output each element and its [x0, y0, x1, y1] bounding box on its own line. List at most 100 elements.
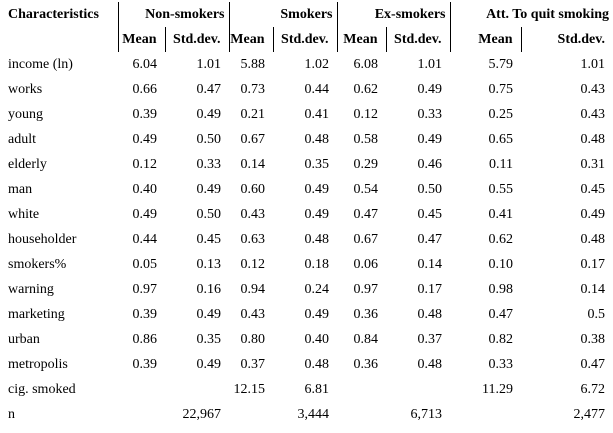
cell: 0.43 [240, 207, 266, 222]
table-row: adult 0.49 0.50 0.67 0.48 0.58 0.49 0.65… [0, 127, 613, 152]
cell: 0.48 [417, 357, 443, 372]
mean-header-att-to-quit: Mean [450, 27, 522, 52]
cell: 0.45 [417, 207, 443, 222]
cell: 0.36 [353, 357, 379, 372]
table-row: cig. smoked 12.15 6.81 11.29 6.72 [0, 377, 613, 402]
group-header-smokers: Smokers [229, 2, 338, 27]
cell: 0.62 [488, 232, 514, 247]
cell: 0.97 [353, 282, 379, 297]
corner-empty [0, 27, 119, 52]
cell: 0.17 [580, 257, 606, 272]
cell: 0.39 [132, 307, 158, 322]
row-label: works [8, 82, 43, 97]
cell: 22,967 [182, 407, 222, 422]
cell: 0.94 [240, 282, 266, 297]
cell: 0.60 [240, 182, 266, 197]
cell: 0.49 [417, 82, 443, 97]
cell: 0.49 [196, 307, 222, 322]
cell: 0.82 [488, 332, 514, 347]
cell: 0.36 [353, 307, 379, 322]
row-label: warning [8, 282, 54, 297]
mean-header-ex-smokers: Mean [337, 27, 387, 52]
cell: 0.21 [240, 107, 266, 122]
cell: 0.17 [417, 282, 443, 297]
cell: 0.44 [132, 232, 158, 247]
cell: 0.49 [196, 107, 222, 122]
cell: 0.39 [132, 357, 158, 372]
row-label: income (ln) [8, 57, 73, 72]
cell: 5.88 [240, 57, 266, 72]
cell: 0.55 [488, 182, 514, 197]
row-label: smokers% [8, 257, 67, 272]
cell: 1.01 [196, 57, 222, 72]
group-header-row: Characteristics Non-smokers Smokers Ex-s… [0, 2, 613, 27]
cell [337, 377, 386, 402]
cell: 1.02 [304, 57, 330, 72]
cell: 0.48 [304, 132, 330, 147]
cell: 0.14 [580, 282, 606, 297]
cell: 0.49 [304, 307, 330, 322]
std-header-att-to-quit: Std.dev. [557, 32, 605, 47]
table-row: man 0.40 0.49 0.60 0.49 0.54 0.50 0.55 0… [0, 177, 613, 202]
cell: 0.43 [240, 307, 266, 322]
cell: 0.65 [488, 132, 514, 147]
row-label: marketing [8, 307, 65, 322]
cell: 0.24 [304, 282, 330, 297]
cell: 0.86 [132, 332, 158, 347]
cell: 0.97 [132, 282, 158, 297]
cell [118, 402, 165, 427]
cell: 0.40 [132, 182, 158, 197]
cell [229, 402, 273, 427]
cell: 0.47 [353, 207, 379, 222]
cell: 6.04 [132, 57, 158, 72]
cell: 0.58 [353, 132, 379, 147]
cell: 0.41 [488, 207, 514, 222]
cell: 0.35 [196, 332, 222, 347]
cell: 0.41 [304, 107, 330, 122]
cell [165, 377, 229, 402]
cell: 0.38 [580, 332, 606, 347]
row-label: young [8, 107, 43, 122]
group-header-non-smokers: Non-smokers [118, 2, 230, 27]
cell: 0.47 [488, 307, 514, 322]
table-row: income (ln) 6.04 1.01 5.88 1.02 6.08 1.0… [0, 52, 613, 77]
cell: 0.37 [417, 332, 443, 347]
cell: 1.01 [417, 57, 443, 72]
group-header-att-to-quit: Att. To quit smoking [486, 7, 609, 22]
table-row: marketing 0.39 0.49 0.43 0.49 0.36 0.48 … [0, 302, 613, 327]
cell: 0.40 [304, 332, 330, 347]
cell: 0.37 [240, 357, 266, 372]
row-label: n [8, 407, 15, 422]
row-label: adult [8, 132, 36, 147]
cell: 6,713 [410, 407, 443, 422]
row-label: cig. smoked [8, 382, 76, 397]
cell: 6.72 [580, 382, 606, 397]
cell: 0.48 [417, 307, 443, 322]
table-row: white 0.49 0.50 0.43 0.49 0.47 0.45 0.41… [0, 202, 613, 227]
cell: 6.81 [304, 382, 330, 397]
cell: 0.33 [196, 157, 222, 172]
cell: 0.47 [417, 232, 443, 247]
cell: 0.14 [417, 257, 443, 272]
std-header-non-smokers: Std.dev. [165, 27, 230, 52]
cell: 0.16 [196, 282, 222, 297]
row-label: man [8, 182, 33, 197]
cell: 0.49 [304, 207, 330, 222]
sub-header-row: Mean Std.dev. Mean Std.dev. Mean Std.dev… [0, 27, 613, 52]
cell [118, 377, 165, 402]
row-label: elderly [8, 157, 47, 172]
cell: 0.33 [488, 357, 514, 372]
cell: 0.49 [580, 207, 606, 222]
cell: 0.48 [304, 357, 330, 372]
cell [337, 402, 386, 427]
row-label: metropolis [8, 357, 68, 372]
cell: 0.49 [304, 182, 330, 197]
cell: 0.31 [580, 157, 606, 172]
cell: 0.73 [240, 82, 266, 97]
cell: 1.01 [580, 57, 606, 72]
cell: 0.62 [353, 82, 379, 97]
row-label: urban [8, 332, 40, 347]
table-row: elderly 0.12 0.33 0.14 0.35 0.29 0.46 0.… [0, 152, 613, 177]
